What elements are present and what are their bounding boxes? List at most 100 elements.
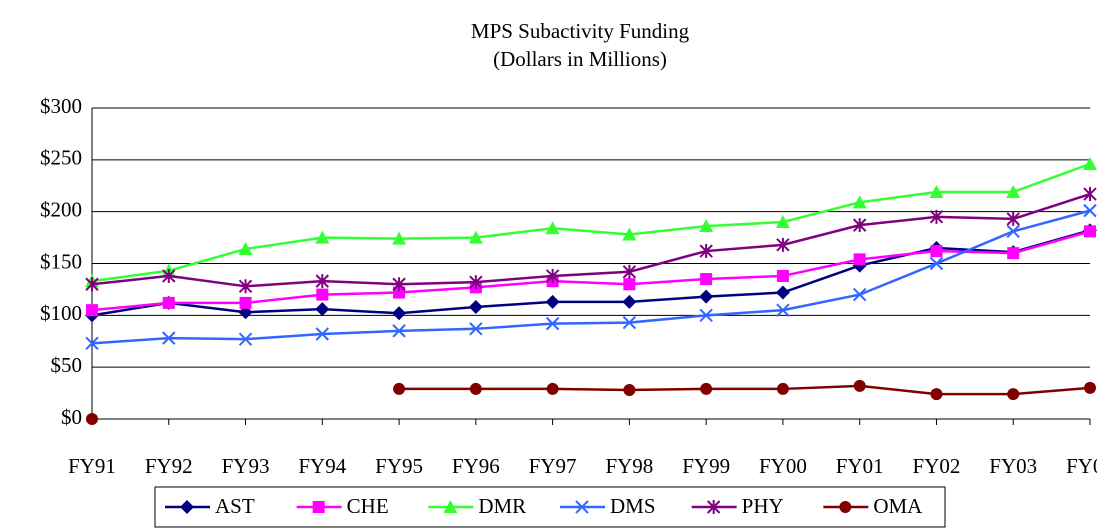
marker: [699, 289, 714, 304]
marker: [623, 278, 636, 291]
marker: [393, 382, 406, 395]
marker: [775, 215, 790, 229]
marker: [1083, 187, 1097, 202]
x-tick-label: FY98: [605, 454, 653, 478]
legend-label: CHE: [347, 494, 389, 518]
marker: [85, 336, 99, 351]
marker: [1083, 203, 1097, 218]
marker: [929, 209, 944, 224]
marker: [776, 382, 789, 395]
marker: [315, 302, 330, 317]
x-tick-label: FY02: [913, 454, 961, 478]
marker: [623, 383, 636, 396]
marker: [1006, 184, 1021, 198]
marker: [700, 273, 713, 286]
marker: [929, 184, 944, 198]
marker: [853, 379, 866, 392]
marker: [393, 286, 406, 299]
marker: [853, 253, 866, 266]
y-tick-label: $150: [40, 249, 82, 273]
marker: [545, 268, 560, 283]
marker: [392, 306, 407, 321]
marker: [776, 269, 789, 282]
chart-title: MPS Subactivity Funding: [471, 19, 690, 43]
y-tick-label: $50: [51, 353, 83, 377]
legend-label: DMS: [610, 494, 656, 518]
marker: [622, 264, 637, 279]
legend-box: [154, 486, 946, 528]
marker: [699, 219, 714, 233]
y-tick-label: $250: [40, 146, 82, 170]
marker: [545, 294, 560, 309]
marker: [852, 218, 867, 233]
y-tick-label: $100: [40, 301, 82, 325]
marker: [930, 388, 943, 401]
marker: [1006, 224, 1020, 239]
x-tick-label: FY91: [68, 454, 116, 478]
marker: [162, 268, 176, 283]
marker: [929, 256, 944, 271]
marker: [469, 382, 482, 395]
marker: [1084, 225, 1096, 238]
legend-marker: [443, 500, 458, 513]
marker: [1006, 211, 1020, 226]
legend-label: OMA: [873, 494, 923, 518]
marker: [1084, 381, 1096, 394]
legend-marker: [180, 500, 194, 514]
marker: [1083, 156, 1097, 170]
legend-marker: [312, 501, 325, 513]
marker: [315, 230, 330, 244]
y-tick-label: $0: [61, 405, 82, 429]
x-tick-label: FY01: [836, 454, 884, 478]
x-tick-label: FY99: [682, 454, 730, 478]
chart-subtitle: (Dollars in Millions): [493, 47, 667, 71]
x-tick-label: FY94: [298, 454, 346, 478]
marker: [316, 288, 329, 301]
marker: [239, 296, 252, 309]
marker: [392, 277, 406, 292]
marker: [468, 300, 483, 315]
marker: [622, 227, 637, 241]
marker: [700, 382, 713, 395]
marker: [468, 230, 483, 244]
series-line: [399, 384, 1091, 396]
marker: [545, 316, 560, 331]
marker: [86, 413, 98, 425]
y-tick-label: $300: [40, 94, 82, 118]
marker: [86, 304, 98, 317]
marker: [776, 237, 790, 252]
x-tick-label: FY04: [1066, 454, 1097, 478]
legend-label: DMR: [478, 494, 526, 518]
marker: [852, 287, 867, 302]
marker: [776, 303, 790, 317]
series-line: [91, 230, 1091, 312]
series-line: [91, 192, 1091, 288]
marker: [699, 244, 713, 259]
marker: [392, 324, 406, 338]
marker: [546, 382, 559, 395]
x-tick-label: FY95: [375, 454, 423, 478]
marker: [162, 296, 175, 309]
x-tick-label: FY96: [452, 454, 500, 478]
marker: [852, 195, 867, 209]
marker: [315, 327, 330, 341]
marker: [622, 315, 637, 330]
marker: [162, 331, 176, 345]
marker: [775, 285, 790, 300]
legend-marker: [575, 500, 589, 514]
marker: [85, 277, 99, 292]
series-line: [91, 162, 1091, 283]
legend-label: AST: [215, 494, 255, 518]
legend-marker: [839, 501, 852, 513]
marker: [469, 275, 483, 290]
x-tick-label: FY97: [529, 454, 577, 478]
marker: [622, 294, 637, 309]
marker: [238, 241, 253, 255]
x-tick-label: FY93: [222, 454, 270, 478]
marker: [238, 332, 253, 346]
y-tick-label: $200: [40, 197, 82, 221]
marker: [469, 322, 483, 336]
marker: [930, 245, 943, 258]
legend-label: PHY: [742, 494, 784, 518]
